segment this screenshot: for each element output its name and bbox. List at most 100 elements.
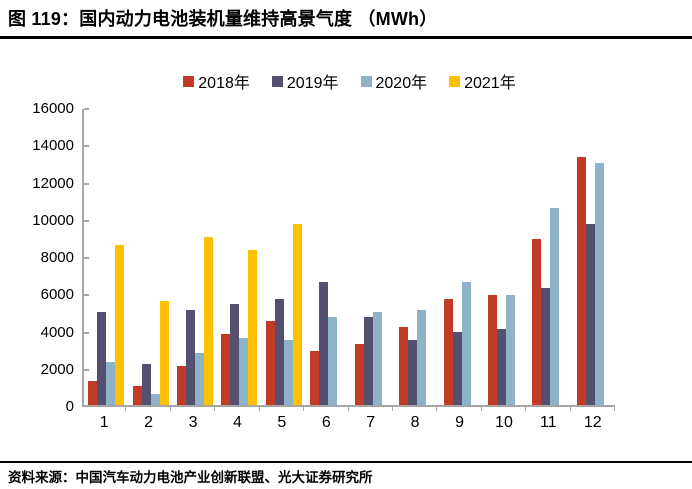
bar-2019年-month-2 <box>141 364 151 405</box>
legend-label: 2019年 <box>286 75 339 92</box>
x-axis-tick <box>258 407 260 411</box>
bar-2020年-month-6 <box>328 317 338 405</box>
x-axis-label: 2 <box>144 414 154 431</box>
x-axis-tick <box>347 407 349 411</box>
y-axis-label: 16000 <box>32 100 74 117</box>
y-axis-label: 4000 <box>40 323 74 341</box>
title-divider <box>0 36 692 39</box>
bar-2021年-month-5 <box>292 224 302 405</box>
x-axis-label: 9 <box>455 414 464 431</box>
bar-2018年-month-2 <box>132 386 142 405</box>
x-axis-tick <box>169 407 171 411</box>
y-axis-tick <box>84 145 89 148</box>
bar-2019年-month-12 <box>585 224 595 405</box>
y-axis-label: 2000 <box>40 360 74 378</box>
x-axis-label: 6 <box>321 414 331 431</box>
x-axis-tick <box>214 407 216 411</box>
y-axis-tick <box>84 182 89 185</box>
x-axis-tick <box>436 407 438 411</box>
legend-swatch-icon <box>360 75 372 87</box>
bar-2020年-month-5 <box>283 339 293 405</box>
legend-item-2021年: 2021年 <box>449 69 516 93</box>
bar-2021年-month-3 <box>204 237 214 405</box>
legend-item-2020年: 2020年 <box>360 69 427 93</box>
x-axis-label: 3 <box>188 414 198 431</box>
x-axis-label: 10 <box>495 414 513 431</box>
bar-2018年-month-10 <box>487 295 497 405</box>
legend-swatch-icon <box>183 75 195 87</box>
y-axis-tick <box>84 219 89 222</box>
legend-label: 2018年 <box>198 75 250 92</box>
x-axis-tick <box>125 407 127 411</box>
bar-2019年-month-4 <box>230 304 240 405</box>
y-axis-tick <box>84 294 89 297</box>
bar-2019年-month-7 <box>363 317 373 405</box>
bar-2019年-month-8 <box>408 339 418 405</box>
y-axis-label: 14000 <box>32 137 74 155</box>
bar-2019年-month-3 <box>186 310 196 405</box>
x-axis-tick <box>391 407 393 411</box>
y-axis-tick <box>84 108 89 110</box>
x-axis-tick <box>303 407 305 411</box>
bar-2018年-month-1 <box>88 380 98 405</box>
y-axis-tick <box>84 257 89 259</box>
bar-2021年-month-2 <box>159 300 169 405</box>
bar-2019年-month-6 <box>319 282 329 405</box>
figure-title: 图 119：国内动力电池装机量维持高景气度 （MWh） <box>8 9 438 29</box>
bar-2021年-month-4 <box>248 250 258 405</box>
y-axis-label: 6000 <box>40 286 74 304</box>
bar-2018年-month-12 <box>576 157 586 405</box>
bar-2020年-month-10 <box>505 295 515 405</box>
bar-2018年-month-11 <box>532 239 542 405</box>
bar-2019年-month-11 <box>541 287 551 405</box>
bar-2018年-month-9 <box>443 298 453 405</box>
bar-2020年-month-12 <box>594 162 604 405</box>
y-axis-tick <box>84 331 89 334</box>
x-axis-label: 5 <box>277 414 287 431</box>
bar-2018年-month-6 <box>310 351 320 405</box>
bar-2019年-month-5 <box>274 298 284 405</box>
bar-chart-plot-area <box>82 109 615 407</box>
bar-2019年-month-10 <box>496 328 506 405</box>
bar-2018年-month-4 <box>221 334 231 405</box>
bar-2020年-month-8 <box>417 310 427 405</box>
x-axis-label: 4 <box>233 414 242 431</box>
source-divider <box>0 461 692 463</box>
y-axis-label: 12000 <box>32 174 74 192</box>
y-axis-label: 10000 <box>32 211 74 229</box>
bar-2019年-month-1 <box>97 311 107 405</box>
legend-swatch-icon <box>449 75 461 87</box>
legend-item-2019年: 2019年 <box>271 69 339 93</box>
bar-2020年-month-4 <box>239 337 249 405</box>
x-axis-label: 1 <box>99 414 109 431</box>
legend-item-2018年: 2018年 <box>183 69 250 93</box>
x-axis-tick <box>525 407 527 411</box>
bar-2020年-month-2 <box>150 393 160 405</box>
bar-2020年-month-9 <box>461 282 471 405</box>
chart-legend: 2018年 2019年 2020年 2021年 <box>84 69 615 93</box>
bar-2018年-month-7 <box>354 343 364 405</box>
bar-2020年-month-11 <box>550 207 560 405</box>
bar-2019年-month-9 <box>452 332 462 405</box>
x-axis-label: 11 <box>540 414 557 431</box>
source-note: 资料来源：中国汽车动力电池产业创新联盟、光大证券研究所 <box>8 470 373 485</box>
legend-label: 2021年 <box>464 75 516 92</box>
x-axis-label: 8 <box>410 414 420 431</box>
y-axis-label: 8000 <box>40 249 74 266</box>
bar-2020年-month-3 <box>195 352 205 405</box>
y-axis-tick <box>84 368 89 371</box>
y-axis-label: 0 <box>65 398 74 415</box>
x-axis-tick <box>614 407 615 411</box>
x-axis-label: 7 <box>366 414 376 431</box>
bar-2021年-month-1 <box>115 244 125 405</box>
x-axis-tick <box>569 407 571 411</box>
legend-swatch-icon <box>271 75 283 87</box>
bar-2020年-month-7 <box>372 311 382 405</box>
bar-2018年-month-8 <box>399 326 409 405</box>
x-axis-label: 12 <box>583 414 602 431</box>
bar-2018年-month-5 <box>265 321 275 405</box>
bar-2020年-month-1 <box>106 362 116 405</box>
bar-2018年-month-3 <box>177 365 187 405</box>
x-axis-tick <box>480 407 482 411</box>
